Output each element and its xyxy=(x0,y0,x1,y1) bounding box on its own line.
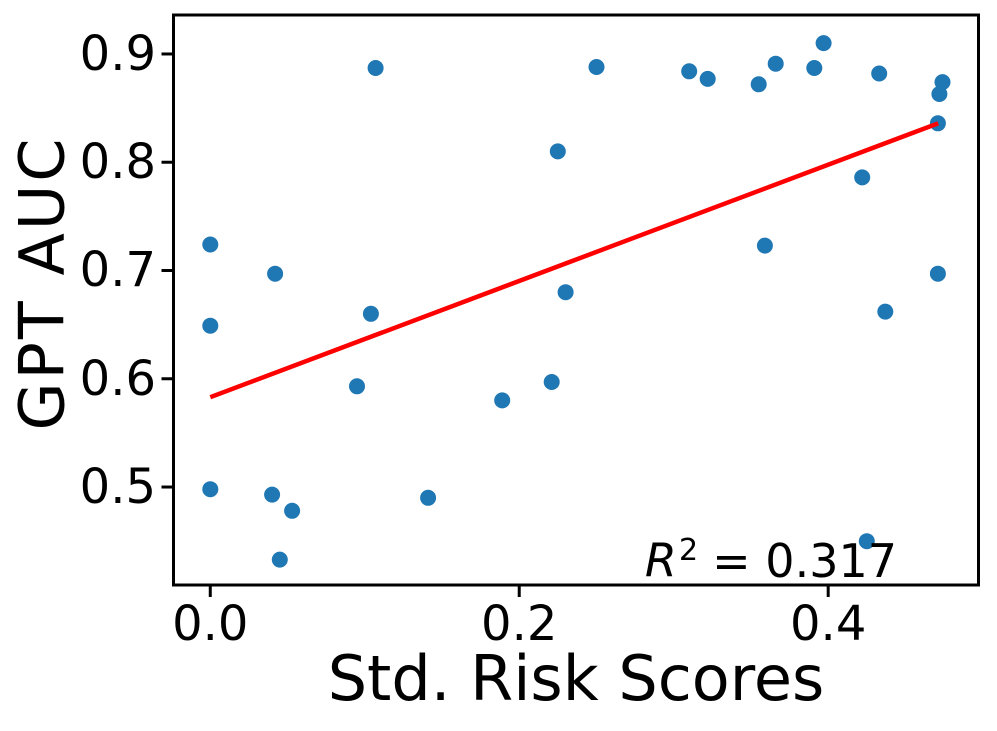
scatter-point xyxy=(815,35,832,52)
y-tick-label: 0.8 xyxy=(79,134,156,191)
x-axis-label: Std. Risk Scores xyxy=(327,642,825,715)
scatter-point xyxy=(934,74,951,91)
x-tick-label: 0.0 xyxy=(172,596,249,652)
scatter-point xyxy=(750,76,767,93)
scatter-point xyxy=(854,169,871,186)
y-axis-label: GPT AUC xyxy=(5,135,79,431)
scatter-point xyxy=(543,374,560,390)
r-squared-annotation: R2 = 0.317 xyxy=(645,536,897,584)
scatter-point xyxy=(367,60,384,76)
trend-line xyxy=(209,121,939,400)
scatter-point xyxy=(349,378,365,395)
y-tick-label: 0.6 xyxy=(79,350,156,407)
y-tick-label: 0.9 xyxy=(79,25,156,82)
scatter-point xyxy=(549,143,566,160)
y-tick-label: 0.5 xyxy=(79,459,156,516)
scatter-point xyxy=(681,63,698,80)
scatter-point xyxy=(806,60,823,76)
scatter-point xyxy=(557,284,574,301)
scatter-point xyxy=(929,265,946,282)
scatter-point xyxy=(362,305,379,322)
scatter-point xyxy=(264,486,281,503)
scatter-point xyxy=(271,551,288,568)
r-squared-symbol: R xyxy=(644,534,677,588)
scatter-point xyxy=(588,59,605,75)
scatter-point xyxy=(858,533,875,550)
scatter-point xyxy=(767,55,784,72)
scatter-point xyxy=(202,236,219,253)
scatter-point xyxy=(871,65,888,82)
r-squared-exponent: 2 xyxy=(678,533,699,569)
scatter-point xyxy=(267,265,284,282)
scatter-point xyxy=(494,392,511,409)
scatter-point xyxy=(420,489,437,506)
scatter-point xyxy=(284,502,301,519)
scatter-point xyxy=(699,70,716,87)
r-squared-value: = 0.317 xyxy=(712,534,897,588)
scatter-point xyxy=(202,481,219,498)
scatter-point xyxy=(756,237,773,254)
scatter-point xyxy=(877,303,894,320)
x-tick-label: 0.2 xyxy=(481,596,558,652)
scatter-point xyxy=(202,317,219,334)
plot-border xyxy=(172,13,980,587)
x-tick-label: 0.4 xyxy=(790,596,867,652)
y-tick-label: 0.7 xyxy=(79,242,156,299)
